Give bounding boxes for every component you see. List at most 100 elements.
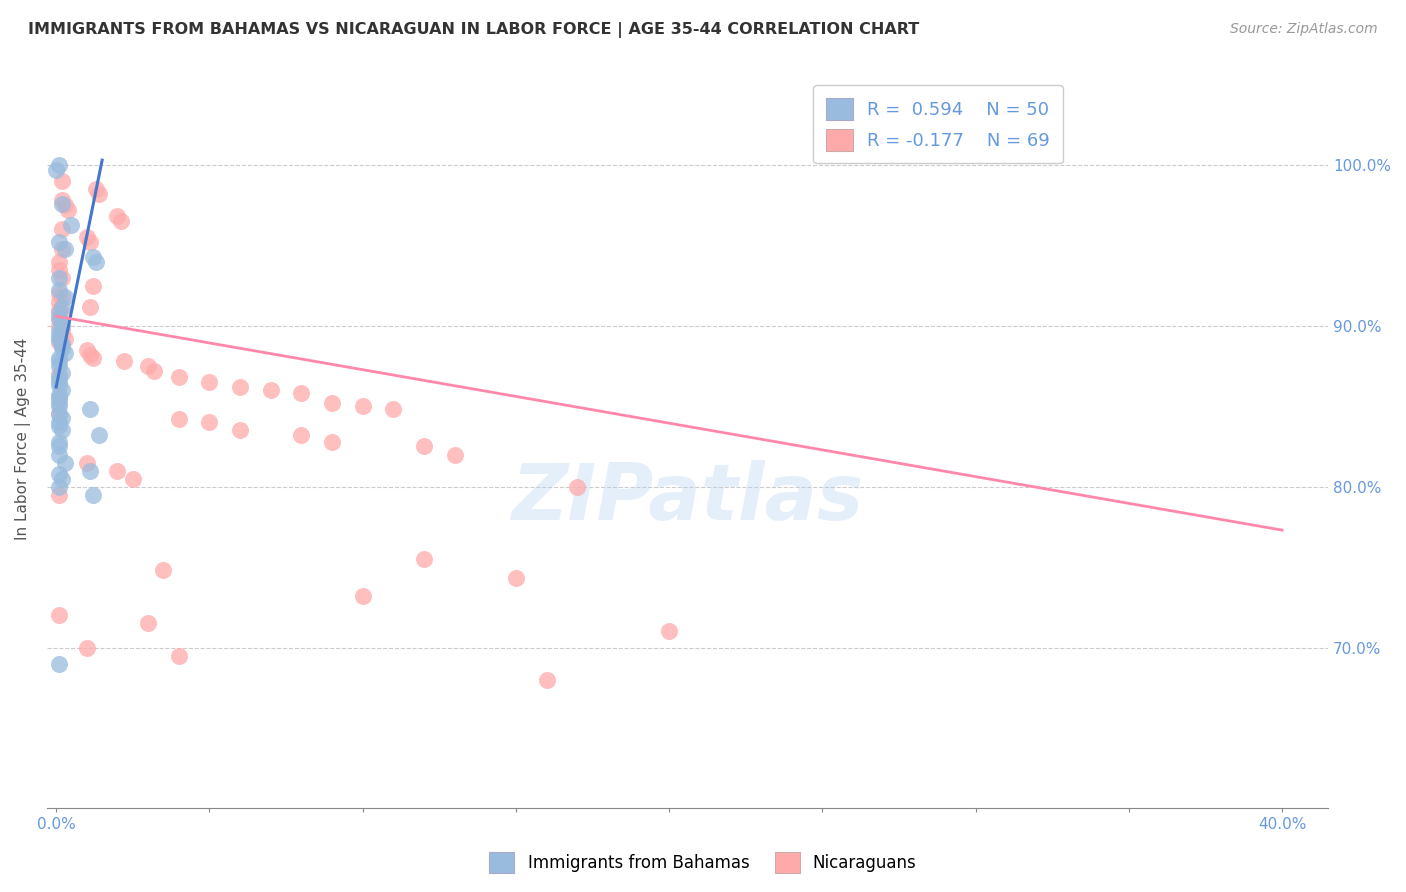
Y-axis label: In Labor Force | Age 35-44: In Labor Force | Age 35-44: [15, 337, 31, 540]
Point: [45, 162, 67, 177]
Point: [48, 328, 70, 343]
Point: [48, 334, 70, 349]
Point: [51, 424, 73, 438]
Point: [413, 552, 436, 566]
Point: [87, 428, 110, 442]
Point: [48, 467, 70, 481]
Point: [51, 472, 73, 486]
Point: [536, 673, 558, 687]
Point: [48, 294, 70, 309]
Point: [51, 290, 73, 304]
Point: [136, 359, 159, 373]
Point: [658, 624, 681, 639]
Point: [48, 388, 70, 402]
Point: [48, 374, 70, 388]
Point: [290, 386, 312, 401]
Point: [53, 198, 76, 212]
Point: [167, 412, 190, 426]
Point: [48, 608, 70, 623]
Point: [82, 278, 104, 293]
Point: [567, 480, 589, 494]
Point: [290, 428, 312, 442]
Point: [51, 322, 73, 336]
Point: [51, 174, 73, 188]
Point: [48, 284, 70, 298]
Point: [48, 480, 70, 494]
Point: [413, 440, 436, 454]
Point: [53, 242, 76, 256]
Point: [48, 235, 70, 250]
Point: [143, 364, 166, 378]
Point: [58, 202, 80, 217]
Point: [121, 472, 143, 486]
Point: [60, 218, 83, 232]
Point: [51, 270, 73, 285]
Point: [152, 563, 174, 577]
Point: [110, 214, 132, 228]
Point: [443, 448, 465, 462]
Point: [321, 396, 343, 410]
Point: [48, 440, 70, 454]
Point: [84, 254, 107, 268]
Point: [48, 399, 70, 413]
Point: [48, 391, 70, 405]
Point: [48, 359, 70, 373]
Legend: Immigrants from Bahamas, Nicaraguans: Immigrants from Bahamas, Nicaraguans: [482, 846, 924, 880]
Point: [51, 318, 73, 333]
Point: [48, 351, 70, 365]
Point: [48, 324, 70, 338]
Point: [76, 343, 98, 357]
Point: [82, 488, 104, 502]
Point: [48, 407, 70, 421]
Point: [48, 306, 70, 320]
Point: [79, 464, 101, 478]
Point: [87, 186, 110, 201]
Point: [48, 367, 70, 381]
Point: [167, 648, 190, 663]
Point: [321, 434, 343, 449]
Point: [136, 616, 159, 631]
Point: [260, 383, 283, 397]
Point: [352, 589, 374, 603]
Point: [48, 302, 70, 317]
Point: [53, 290, 76, 304]
Point: [51, 342, 73, 356]
Point: [51, 306, 73, 320]
Point: [229, 424, 252, 438]
Point: [51, 336, 73, 351]
Point: [107, 464, 129, 478]
Point: [107, 210, 129, 224]
Point: [48, 407, 70, 421]
Point: [48, 334, 70, 348]
Point: [82, 250, 104, 264]
Point: [51, 410, 73, 425]
Point: [51, 242, 73, 256]
Point: [48, 378, 70, 392]
Point: [48, 448, 70, 462]
Point: [167, 370, 190, 384]
Point: [51, 366, 73, 380]
Point: [48, 310, 70, 325]
Point: [51, 300, 73, 314]
Point: [48, 318, 70, 333]
Text: Source: ZipAtlas.com: Source: ZipAtlas.com: [1230, 22, 1378, 37]
Point: [229, 380, 252, 394]
Point: [79, 235, 101, 250]
Point: [53, 346, 76, 360]
Point: [84, 182, 107, 196]
Point: [51, 194, 73, 208]
Point: [48, 354, 70, 368]
Point: [112, 354, 135, 368]
Point: [48, 158, 70, 172]
Point: [53, 332, 76, 346]
Point: [51, 326, 73, 341]
Point: [198, 375, 221, 389]
Point: [48, 418, 70, 433]
Point: [51, 196, 73, 211]
Point: [48, 312, 70, 326]
Text: ZIPatlas: ZIPatlas: [512, 459, 863, 535]
Point: [48, 488, 70, 502]
Point: [79, 300, 101, 314]
Point: [505, 571, 527, 585]
Point: [48, 262, 70, 277]
